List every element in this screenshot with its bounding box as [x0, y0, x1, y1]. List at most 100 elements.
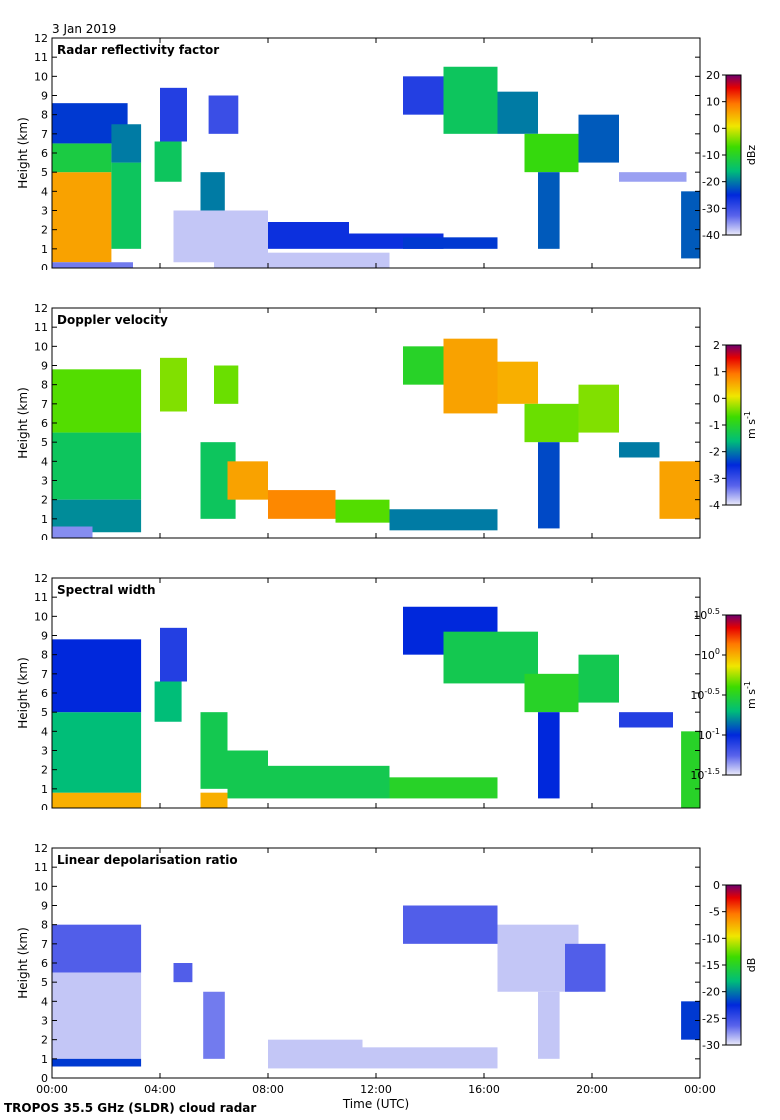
y-tick-label: 5: [41, 166, 48, 179]
heatmap-cell: [538, 991, 560, 1059]
heatmap-cell: [52, 432, 142, 500]
y-tick-label: 4: [41, 725, 48, 738]
heatmap-cell: [538, 712, 560, 799]
date-label: 3 Jan 2019: [52, 22, 117, 36]
heatmap-cell: [268, 765, 390, 799]
colorbar-tick-label: 100.5: [693, 607, 720, 622]
y-tick-label: 10: [34, 880, 48, 893]
y-tick-label: 7: [41, 668, 48, 681]
y-tick-label: 4: [41, 995, 48, 1008]
y-tick-label: 3: [41, 1015, 48, 1028]
y-tick-label: 6: [41, 687, 48, 700]
heatmap-cell: [578, 114, 619, 163]
heatmap-cell: [681, 191, 700, 259]
colorbar-tick-label: -3: [709, 472, 720, 485]
heatmap-cell: [227, 461, 268, 500]
colorbar-tick-label: 10-1.5: [690, 767, 720, 782]
y-tick-label: 1: [41, 783, 48, 796]
heatmap-cell: [619, 442, 660, 458]
y-tick-label: 9: [41, 90, 48, 103]
heatmap-cell: [497, 91, 538, 134]
colorbar-tick-label: -2: [709, 446, 720, 459]
heatmap-cell: [538, 442, 560, 529]
colorbar: [725, 74, 742, 236]
depolarisation-cells: [52, 905, 700, 1069]
colorbar-tick-label: -4: [709, 499, 720, 512]
reflectivity-cells: [52, 66, 700, 268]
heatmap-cell: [227, 750, 268, 799]
y-axis-label: Height (km): [16, 117, 30, 188]
heatmap-cell: [403, 346, 444, 385]
colorbar-tick-label: 0: [713, 392, 720, 405]
y-tick-label: 5: [41, 436, 48, 449]
heatmap-cell: [578, 384, 619, 433]
colorbar-label: m s-1: [743, 681, 758, 709]
heatmap-cell: [214, 252, 390, 268]
heatmap-cell: [173, 963, 193, 983]
heatmap-cell: [335, 499, 390, 523]
x-tick-label: 00:00: [36, 1083, 68, 1096]
y-axis-label: Height (km): [16, 927, 30, 998]
y-tick-label: 0: [41, 262, 48, 270]
colorbar-label: dB: [745, 958, 758, 973]
heatmap-cell: [497, 361, 538, 404]
panel-title: Linear depolarisation ratio: [57, 853, 238, 867]
y-tick-label: 7: [41, 128, 48, 141]
heatmap-cell: [389, 509, 498, 531]
x-tick-label: 08:00: [252, 1083, 284, 1096]
heatmap-cell: [160, 627, 187, 682]
colorbar: [725, 884, 742, 1046]
y-tick-label: 12: [34, 32, 48, 45]
y-tick-label: 1: [41, 243, 48, 256]
heatmap-cell: [524, 133, 579, 173]
heatmap-cell: [52, 639, 142, 713]
heatmap-cell: [268, 222, 349, 249]
heatmap-cell: [443, 338, 498, 414]
y-tick-label: 11: [34, 51, 48, 64]
y-tick-label: 9: [41, 630, 48, 643]
y-tick-label: 4: [41, 455, 48, 468]
x-tick-label: 16:00: [468, 1083, 500, 1096]
y-tick-label: 9: [41, 900, 48, 913]
heatmap-cell: [154, 141, 182, 182]
colorbar-label: dBz: [745, 145, 758, 166]
y-tick-label: 8: [41, 379, 48, 392]
heatmap-cell: [111, 162, 142, 249]
y-tick-label: 11: [34, 861, 48, 874]
colorbar-tick-label: -10: [702, 932, 720, 945]
heatmap-cell: [52, 972, 142, 1059]
heatmap-cell: [443, 66, 498, 134]
y-tick-label: 8: [41, 649, 48, 662]
y-tick-label: 7: [41, 398, 48, 411]
heatmap-cell: [52, 924, 142, 973]
heatmap-cell: [524, 673, 579, 713]
y-tick-label: 6: [41, 957, 48, 970]
y-tick-label: 1: [41, 1053, 48, 1066]
x-tick-label: 04:00: [144, 1083, 176, 1096]
colorbar-tick-label: 100: [701, 647, 720, 662]
colorbar: [725, 344, 742, 506]
heatmap-cell: [403, 905, 498, 944]
colorbar-tick-label: -30: [702, 202, 720, 215]
y-tick-label: 8: [41, 109, 48, 122]
y-tick-label: 4: [41, 185, 48, 198]
y-tick-label: 6: [41, 147, 48, 160]
heatmap-cell: [111, 124, 142, 163]
colorbar: [725, 614, 742, 776]
heatmap-cell: [52, 526, 93, 538]
colorbar-tick-label: 10-0.5: [690, 687, 720, 702]
heatmap-cell: [659, 461, 700, 519]
y-axis-label: Height (km): [16, 387, 30, 458]
heatmap-cell: [403, 237, 498, 249]
heatmap-cell: [52, 262, 133, 268]
y-tick-label: 7: [41, 938, 48, 951]
heatmap-cell: [200, 792, 228, 808]
y-tick-label: 12: [34, 572, 48, 585]
y-tick-label: 3: [41, 205, 48, 218]
colorbar-tick-label: -20: [702, 176, 720, 189]
colorbar-tick-label: -40: [702, 229, 720, 242]
y-tick-label: 12: [34, 842, 48, 855]
heatmap-cell: [52, 172, 112, 263]
heatmap-cell: [208, 95, 239, 134]
